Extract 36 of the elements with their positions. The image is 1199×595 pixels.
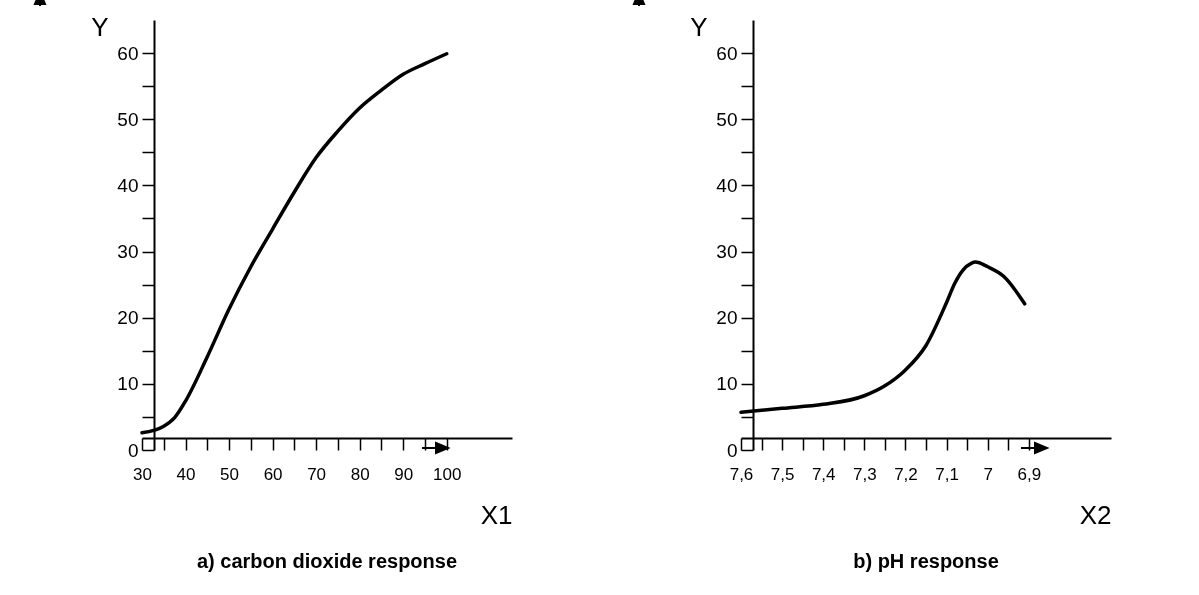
x-tick-label: 30 <box>133 464 152 484</box>
x-tick-label: 40 <box>176 464 196 484</box>
x-tick-label: 90 <box>394 464 414 484</box>
x-tick-label: 7,1 <box>935 464 959 484</box>
x-tick-label: 50 <box>220 464 240 484</box>
x-tick-label: 7,6 <box>729 464 754 484</box>
x-axis-title: X1 <box>480 499 513 530</box>
y-tick-label: 60 <box>716 42 738 64</box>
x-tick-label: 7,2 <box>894 464 918 484</box>
y-tick-label: 50 <box>716 108 738 130</box>
y-tick-label: 10 <box>716 373 738 395</box>
y-tick-label: 50 <box>117 108 139 130</box>
x-axis-title: X2 <box>1079 499 1112 530</box>
y-tick-label: 20 <box>716 307 738 329</box>
y-tick-label: 40 <box>117 174 139 196</box>
x-tick-label: 7,3 <box>853 464 877 484</box>
y-tick-label: 0 <box>127 439 139 461</box>
y-axis-title: Y <box>690 11 708 42</box>
x-tick-label: 7,5 <box>770 464 795 484</box>
y-tick-label: 60 <box>117 42 139 64</box>
x-tick-label: 7 <box>983 464 993 484</box>
y-tick-label: 10 <box>117 373 139 395</box>
y-tick-label: 40 <box>716 174 738 196</box>
x-tick-label: 6,9 <box>1017 464 1042 484</box>
x-tick-label: 60 <box>263 464 283 484</box>
x-tick-label: 80 <box>350 464 370 484</box>
x-tick-label: 100 <box>433 464 462 484</box>
text: b) pH response <box>853 550 999 572</box>
y-tick-label: 20 <box>117 307 139 329</box>
text: a) carbon dioxide response <box>196 550 458 572</box>
y-tick-label: 0 <box>726 439 738 461</box>
x-tick-label: 70 <box>307 464 327 484</box>
y-axis-title: Y <box>91 11 109 42</box>
y-tick-label: 30 <box>716 241 738 263</box>
y-tick-label: 30 <box>117 241 139 263</box>
x-tick-label: 7,4 <box>811 464 836 484</box>
